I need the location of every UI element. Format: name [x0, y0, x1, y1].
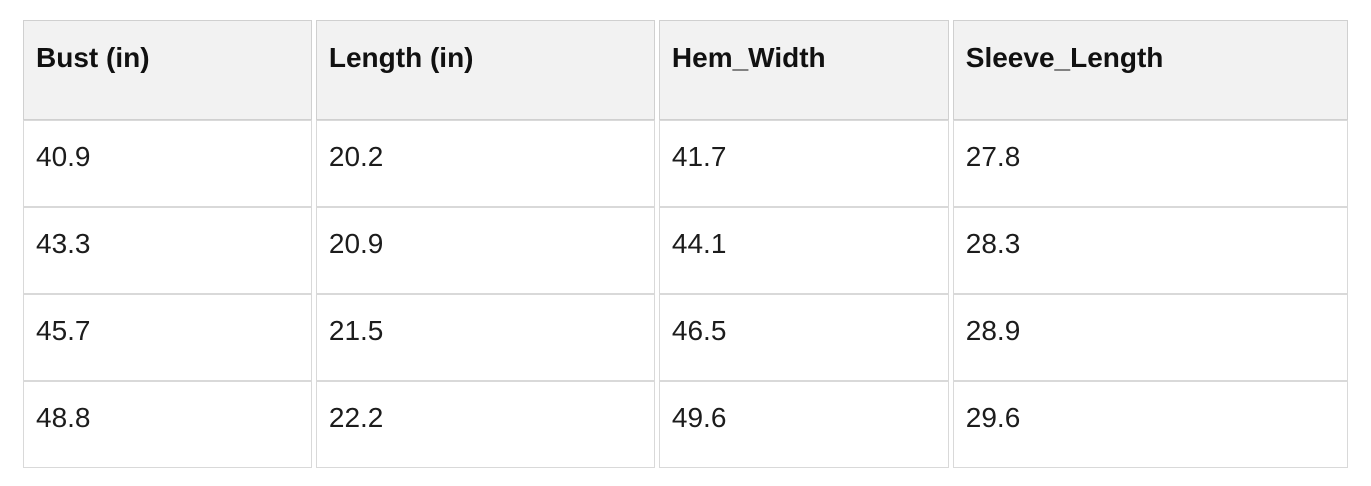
table-row: 43.3 20.9 44.1 28.3 — [23, 207, 1348, 294]
table-cell: 48.8 — [23, 381, 312, 468]
column-header-hem-width: Hem_Width — [658, 20, 949, 120]
table-cell: 28.3 — [952, 207, 1348, 294]
table-row: 45.7 21.5 46.5 28.9 — [23, 294, 1348, 381]
column-header-length: Length (in) — [315, 20, 655, 120]
table-cell: 20.9 — [315, 207, 655, 294]
table-cell: 40.9 — [23, 120, 312, 207]
table-cell: 20.2 — [315, 120, 655, 207]
column-header-sleeve-length: Sleeve_Length — [952, 20, 1348, 120]
header-row: Bust (in) Length (in) Hem_Width Sleeve_L… — [23, 20, 1348, 120]
table-row: 40.9 20.2 41.7 27.8 — [23, 120, 1348, 207]
table-cell: 28.9 — [952, 294, 1348, 381]
table-body: 40.9 20.2 41.7 27.8 43.3 20.9 44.1 28.3 … — [23, 120, 1348, 468]
column-header-bust: Bust (in) — [23, 20, 312, 120]
table-cell: 27.8 — [952, 120, 1348, 207]
table-cell: 49.6 — [658, 381, 949, 468]
table-cell: 45.7 — [23, 294, 312, 381]
size-chart-table: Bust (in) Length (in) Hem_Width Sleeve_L… — [19, 20, 1352, 468]
table-cell: 22.2 — [315, 381, 655, 468]
table-cell: 21.5 — [315, 294, 655, 381]
table-cell: 44.1 — [658, 207, 949, 294]
table-cell: 29.6 — [952, 381, 1348, 468]
table-row: 48.8 22.2 49.6 29.6 — [23, 381, 1348, 468]
table-cell: 41.7 — [658, 120, 949, 207]
table-header: Bust (in) Length (in) Hem_Width Sleeve_L… — [23, 20, 1348, 120]
table-cell: 43.3 — [23, 207, 312, 294]
table-cell: 46.5 — [658, 294, 949, 381]
